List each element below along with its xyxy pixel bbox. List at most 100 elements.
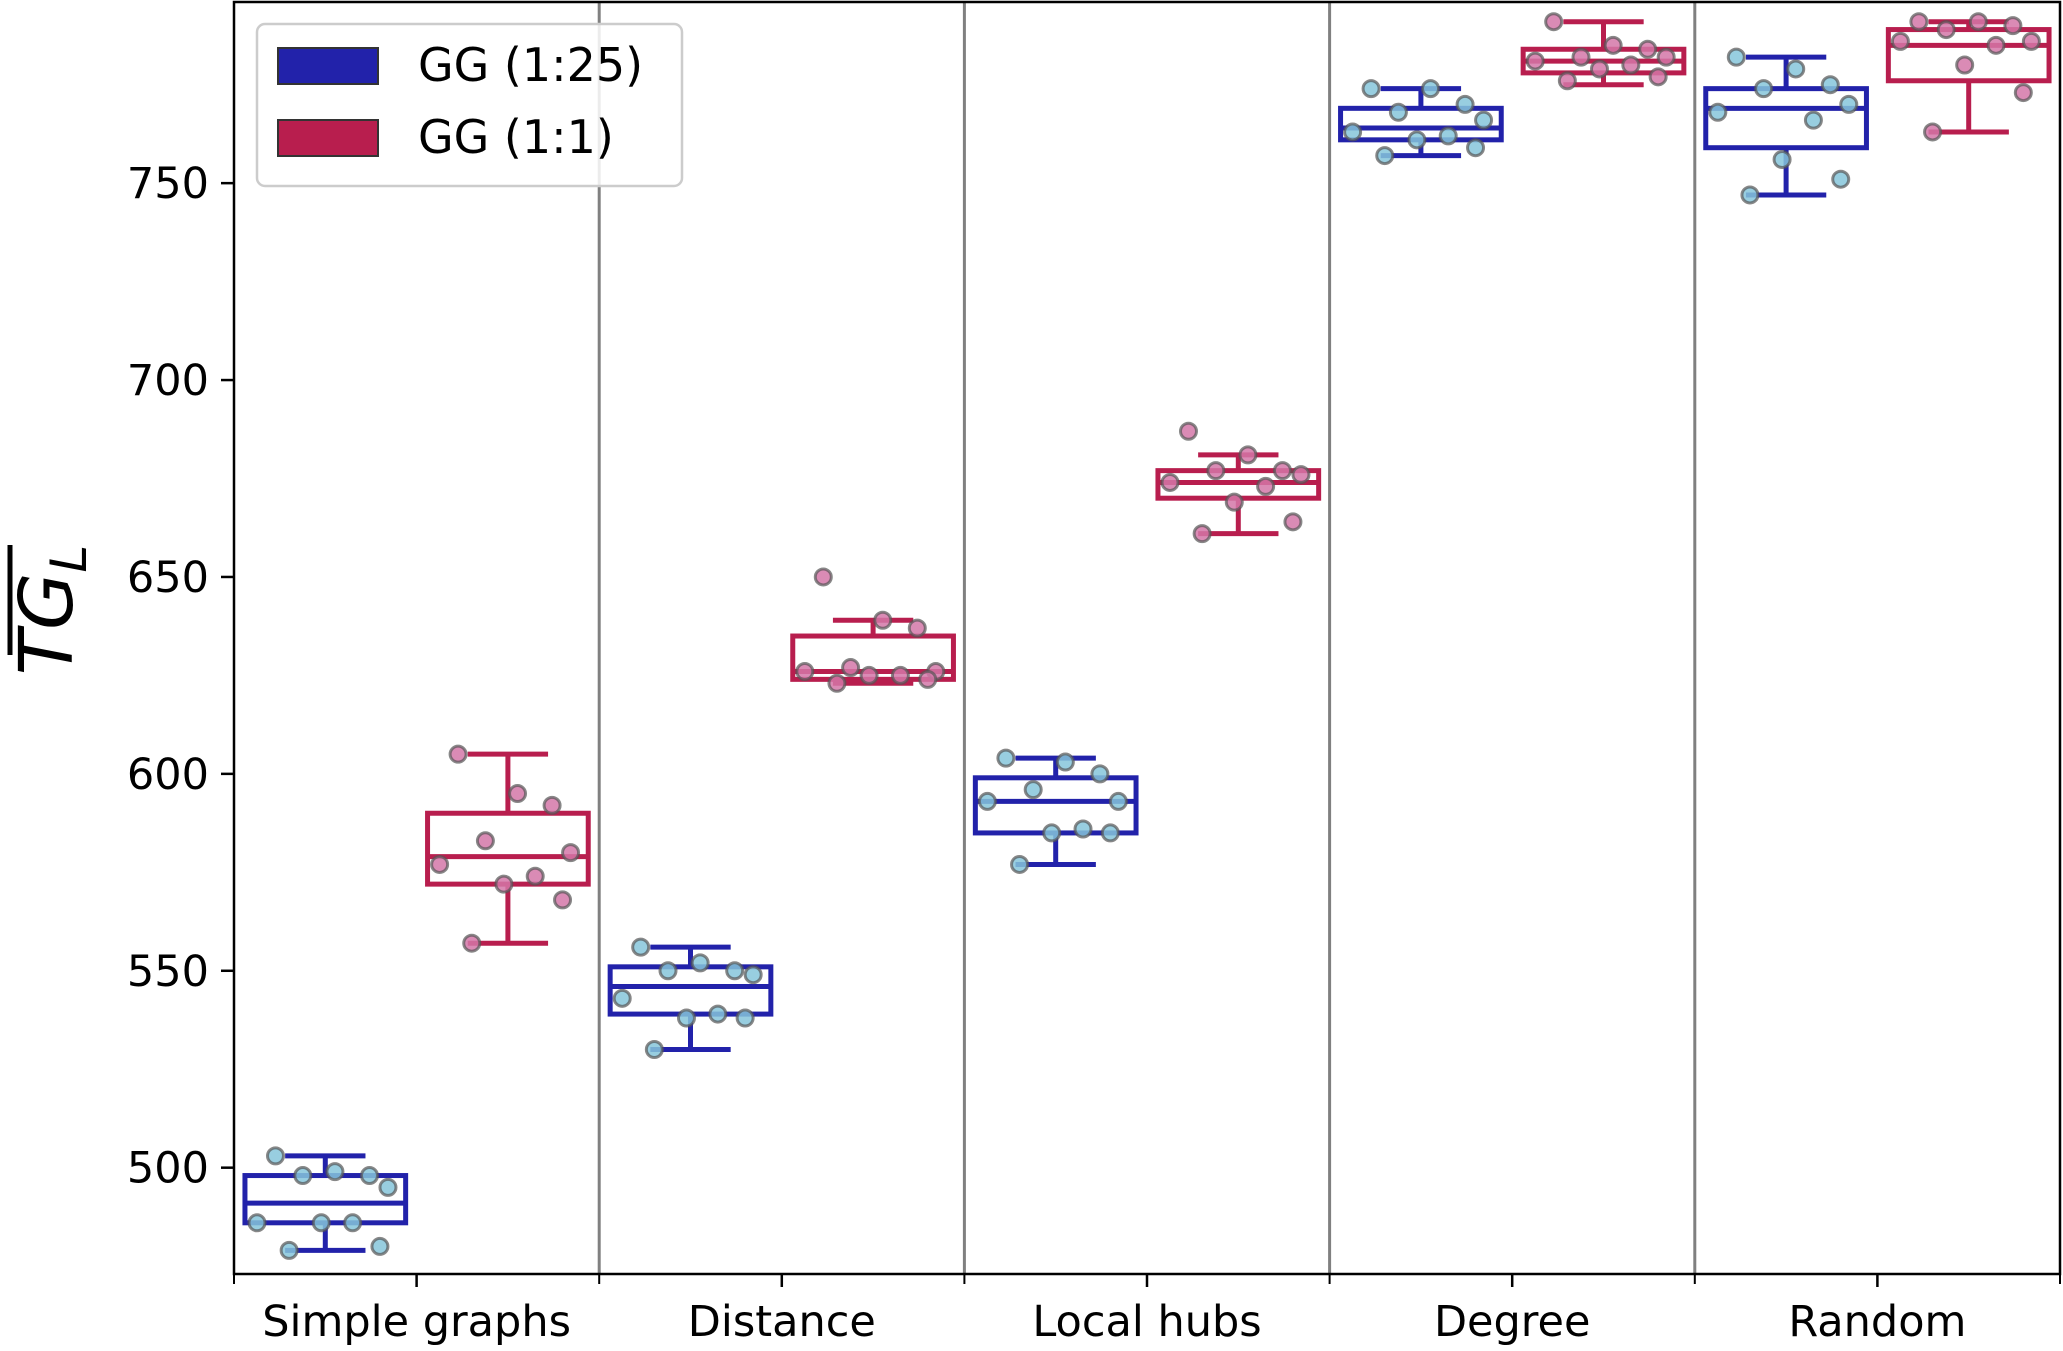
- data-point-0-2-0: [996, 748, 1016, 768]
- data-point-1-4-5: [1890, 31, 1910, 51]
- data-point-0-2-3: [1023, 780, 1043, 800]
- x-tick-label-0: Simple graphs: [262, 1297, 571, 1347]
- data-point-1-2-6: [1256, 476, 1276, 496]
- data-point-0-2-6: [1073, 819, 1093, 839]
- data-point-1-3-9: [1557, 71, 1577, 91]
- data-point-0-4-3: [1754, 79, 1774, 99]
- legend-swatch-1: [277, 119, 379, 157]
- data-point-1-3-5: [1525, 51, 1545, 71]
- data-point-0-0-1: [325, 1162, 345, 1182]
- data-point-0-4-5: [1708, 102, 1728, 122]
- data-point-1-2-5: [1160, 472, 1180, 492]
- data-point-0-0-7: [311, 1213, 331, 1233]
- data-point-1-3-6: [1621, 55, 1641, 75]
- data-point-1-4-3: [1936, 20, 1956, 40]
- box-0-1: [607, 944, 774, 1053]
- data-point-1-4-6: [1986, 35, 2006, 55]
- data-point-0-1-0: [631, 937, 651, 957]
- data-point-1-3-2: [1638, 39, 1658, 59]
- x-tick-label-2: Local hubs: [1032, 1297, 1261, 1347]
- data-point-0-2-9: [1010, 854, 1030, 874]
- data-point-1-0-5: [430, 854, 450, 874]
- data-point-0-1-1: [690, 953, 710, 973]
- data-point-1-0-8: [553, 890, 573, 910]
- data-point-0-4-8: [1831, 169, 1851, 189]
- y-tick-label-700: 700: [127, 356, 209, 406]
- data-point-1-1-8: [918, 669, 938, 689]
- y-tick-label-550: 550: [127, 947, 209, 997]
- y-tick-label-650: 650: [127, 553, 209, 603]
- data-point-0-0-6: [343, 1213, 363, 1233]
- data-point-0-1-6: [708, 1004, 728, 1024]
- data-point-0-1-3: [658, 961, 678, 981]
- data-point-1-4-1: [1968, 12, 1988, 32]
- data-point-1-1-5: [795, 661, 815, 681]
- data-point-1-3-7: [1589, 59, 1609, 79]
- y-tick-label-600: 600: [127, 750, 209, 800]
- y-tick-label-750: 750: [127, 159, 209, 209]
- y-axis: 500 550 600 650 700 750: [127, 159, 234, 1194]
- data-point-0-0-8: [370, 1236, 390, 1256]
- y-axis-label-main: TG: [4, 573, 90, 676]
- data-point-0-3-2: [1455, 94, 1475, 114]
- data-point-1-1-0: [813, 567, 833, 587]
- data-point-0-2-5: [977, 791, 997, 811]
- data-point-0-4-6: [1803, 110, 1823, 130]
- data-point-0-0-9: [279, 1240, 299, 1260]
- box-layer: [242, 19, 2052, 1253]
- data-point-0-4-4: [1839, 94, 1859, 114]
- data-point-0-3-4: [1474, 110, 1494, 130]
- data-point-1-0-4: [561, 843, 581, 863]
- data-point-0-1-9: [644, 1040, 664, 1060]
- y-axis-label: TGL: [4, 545, 98, 675]
- data-point-1-1-7: [859, 665, 879, 685]
- box-0-0: [242, 1153, 409, 1253]
- data-point-0-2-4: [1108, 791, 1128, 811]
- legend-label-0: GG (1:25): [418, 38, 643, 92]
- data-point-1-2-3: [1206, 461, 1226, 481]
- data-point-1-3-1: [1603, 35, 1623, 55]
- data-point-0-3-5: [1343, 122, 1363, 142]
- y-axis-label-subscript: L: [40, 545, 98, 573]
- data-point-0-3-0: [1361, 79, 1381, 99]
- data-point-1-1-2: [907, 618, 927, 638]
- x-tick-label-4: Random: [1788, 1297, 1966, 1347]
- data-point-0-3-7: [1407, 130, 1427, 150]
- data-point-1-3-8: [1648, 67, 1668, 87]
- data-point-1-2-9: [1192, 524, 1212, 544]
- data-point-1-4-2: [2003, 16, 2023, 36]
- data-point-1-1-3: [841, 658, 861, 678]
- data-point-1-2-4: [1291, 465, 1311, 485]
- x-tick-label-3: Degree: [1434, 1297, 1591, 1347]
- data-point-1-2-2: [1272, 461, 1292, 481]
- data-point-0-1-8: [735, 1008, 755, 1028]
- data-point-0-3-6: [1438, 126, 1458, 146]
- data-point-0-2-8: [1100, 823, 1120, 843]
- data-point-0-0-5: [247, 1213, 267, 1233]
- data-point-1-0-3: [475, 831, 495, 851]
- data-point-0-3-3: [1388, 102, 1408, 122]
- data-point-0-4-2: [1820, 75, 1840, 95]
- data-point-0-0-4: [378, 1177, 398, 1197]
- data-point-1-2-1: [1238, 445, 1258, 465]
- legend: GG (1:25) GG (1:1): [255, 22, 684, 188]
- data-point-0-1-2: [725, 961, 745, 981]
- data-point-1-4-8: [2013, 83, 2033, 103]
- data-point-1-1-9: [827, 673, 847, 693]
- data-point-0-1-4: [743, 965, 763, 985]
- data-point-1-4-0: [1909, 12, 1929, 32]
- y-axis-label-text: TGL: [4, 545, 98, 675]
- data-point-1-0-6: [525, 866, 545, 886]
- data-point-1-4-7: [1955, 55, 1975, 75]
- data-point-0-4-9: [1740, 185, 1760, 205]
- data-point-0-3-9: [1375, 146, 1395, 166]
- data-point-0-0-2: [359, 1166, 379, 1186]
- data-point-0-4-0: [1726, 47, 1746, 67]
- data-point-1-0-0: [448, 744, 468, 764]
- data-point-0-4-1: [1786, 59, 1806, 79]
- y-tick-label-500: 500: [127, 1144, 209, 1194]
- data-point-1-1-6: [890, 665, 910, 685]
- data-point-1-4-4: [2021, 31, 2041, 51]
- data-point-1-3-3: [1571, 47, 1591, 67]
